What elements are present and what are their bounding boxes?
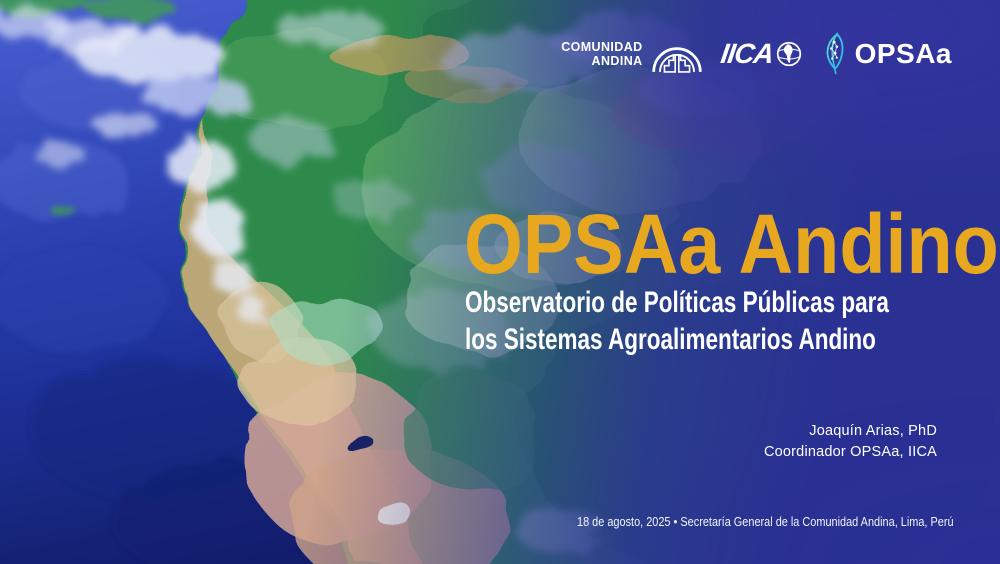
iica-logo: IICA	[718, 38, 802, 70]
comunidad-andina-line2: ANDINA	[591, 54, 643, 68]
comunidad-andina-wordmark: COMUNIDAD ANDINA	[561, 40, 642, 68]
author-name: Joaquín Arias, PhD	[809, 423, 937, 439]
author-block: Joaquín Arias, PhD Coordinador OPSAa, II…	[764, 421, 937, 463]
leaf-network-icon	[826, 32, 843, 75]
author-role: Coordinador OPSAa, IICA	[763, 444, 937, 460]
americas-globe-icon	[776, 41, 801, 67]
slide-subtitle: Observatorio de Políticas Públicas para …	[465, 284, 889, 358]
subtitle-line-1: Observatorio de Políticas Públicas para	[465, 286, 889, 319]
opsaa-logo: OPSAa	[822, 31, 952, 77]
comunidad-andina-line1: COMUNIDAD	[561, 40, 643, 54]
logo-bar: COMUNIDAD ANDINA IICA	[561, 30, 952, 78]
andean-arch-icon	[651, 47, 702, 73]
slide-title: OPSAa Andino	[464, 197, 999, 291]
comunidad-andina-logo: COMUNIDAD ANDINA	[561, 32, 702, 76]
iica-wordmark: IICA	[718, 38, 775, 69]
event-footer: 18 de agosto, 2025 • Secretaría General …	[577, 514, 954, 529]
subtitle-line-2: los Sistemas Agroalimentarios Andino	[465, 323, 876, 356]
opsaa-wordmark: OPSAa	[854, 38, 952, 69]
